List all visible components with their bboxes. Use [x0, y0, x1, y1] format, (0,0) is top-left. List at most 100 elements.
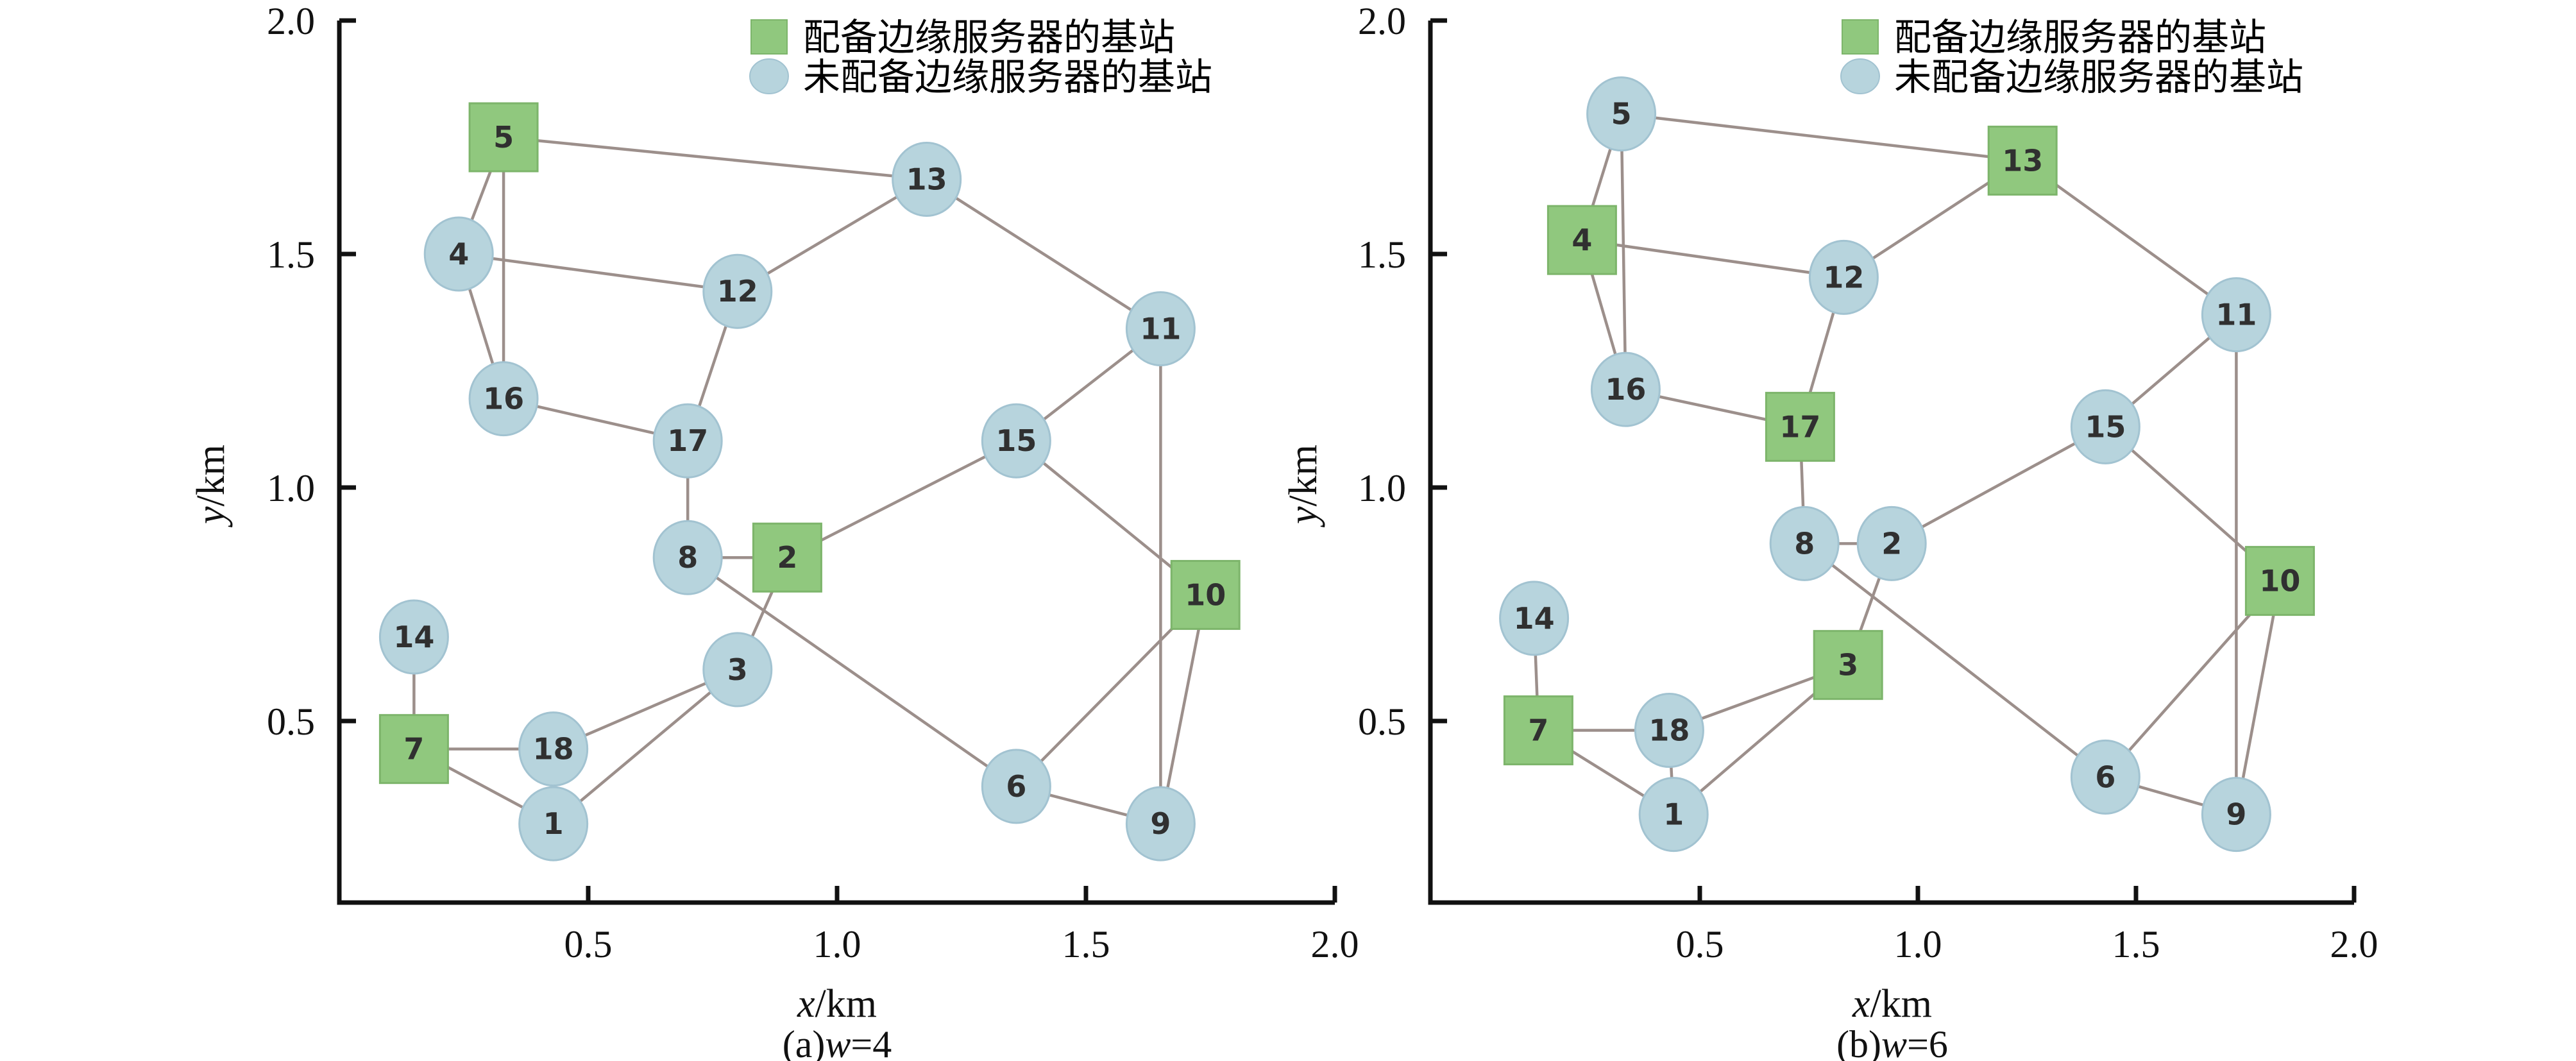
server-base-station-7 — [378, 714, 449, 785]
edge-2-15 — [1891, 425, 2106, 545]
node-label-6: 6 — [2095, 760, 2115, 794]
node-label-2: 2 — [1881, 526, 1902, 561]
server-base-station-13 — [1987, 125, 2058, 196]
edge-12-13 — [736, 178, 928, 293]
node-label-10: 10 — [2259, 564, 2300, 598]
y-axis-title-a: y/km — [189, 445, 233, 528]
node-label-16: 16 — [483, 382, 524, 416]
legend-panel-b: 配备边缘服务器的基站 未配备边缘服务器的基站 — [1840, 17, 2303, 98]
node-label-14: 14 — [1514, 601, 1555, 636]
y-tick-label: 1.0 — [267, 467, 315, 509]
legend-server-label: 配备边缘服务器的基站 — [803, 17, 1175, 58]
base-station-15 — [981, 403, 1051, 479]
node-label-10: 10 — [1185, 577, 1226, 612]
base-station-11 — [1125, 291, 1196, 366]
node-label-2: 2 — [777, 540, 797, 575]
x-tick-label: 0.5 — [564, 923, 613, 965]
x-tick-label: 1.0 — [1894, 923, 1942, 965]
y-tick-label: 1.5 — [1358, 233, 1406, 276]
server-base-station-3 — [1813, 630, 1883, 700]
x-axis-title-a: x/km — [797, 982, 877, 1026]
x-tick-label: 2.0 — [2330, 923, 2378, 965]
base-station-14 — [1499, 581, 1570, 656]
server-base-station-17 — [1765, 391, 1835, 462]
edge-2-15 — [786, 439, 1017, 559]
server-base-station-7 — [1503, 695, 1573, 766]
node-label-4: 4 — [448, 237, 469, 271]
edge-10-9 — [2235, 581, 2282, 815]
node-label-5: 5 — [1611, 97, 1632, 132]
edge-4-12 — [1582, 238, 1844, 279]
panel-b-graph: 0.5 1.0 1.5 2.00.51.01.52.01234567891011121… — [1358, 0, 2378, 965]
node-label-1: 1 — [1663, 797, 1684, 832]
panel-a-graph: 0.5 1.0 1.5 2.00.51.01.52.01234567891011121… — [267, 0, 1359, 965]
server-base-station-10 — [1170, 559, 1241, 630]
x-tick-label: 1.5 — [1062, 923, 1110, 965]
base-station-16 — [468, 361, 539, 437]
x-tick-label: 1.0 — [813, 923, 861, 965]
node-label-7: 7 — [1528, 713, 1548, 748]
x-axis-title-b: x/km — [1852, 982, 1932, 1026]
base-station-2 — [1856, 505, 1927, 581]
x-tick-label: 0.5 — [1676, 923, 1724, 965]
edge-8-6 — [686, 556, 1017, 788]
legend-station-swatch-icon — [749, 58, 789, 94]
legend-station-swatch-icon — [1840, 58, 1880, 94]
node-label-11: 11 — [1140, 311, 1181, 346]
server-base-station-2 — [752, 522, 822, 593]
node-label-17: 17 — [1779, 409, 1820, 444]
base-station-18 — [518, 711, 589, 787]
base-station-13 — [892, 142, 962, 217]
node-label-9: 9 — [1150, 806, 1171, 841]
y-tick-label: 0.5 — [267, 700, 315, 743]
base-station-11 — [2201, 277, 2271, 353]
node-label-16: 16 — [1605, 372, 1646, 407]
node-label-11: 11 — [2216, 298, 2257, 332]
base-station-4 — [423, 216, 494, 292]
y-tick-label: 2.0 — [267, 0, 315, 42]
base-station-6 — [2070, 739, 2140, 815]
base-station-6 — [981, 749, 1051, 824]
x-tick-label: 2.0 — [1311, 923, 1359, 965]
node-label-13: 13 — [2002, 143, 2043, 178]
edge-10-9 — [1159, 595, 1207, 824]
node-label-18: 18 — [1648, 713, 1690, 748]
node-label-3: 3 — [1838, 648, 1858, 683]
node-label-1: 1 — [543, 806, 564, 841]
edge-8-6 — [1803, 542, 2106, 779]
base-station-18 — [1634, 693, 1704, 768]
base-station-9 — [1125, 786, 1196, 862]
node-label-4: 4 — [1572, 223, 1592, 257]
base-station-9 — [2201, 777, 2271, 853]
base-station-17 — [652, 403, 723, 479]
node-label-8: 8 — [1794, 526, 1815, 561]
node-label-12: 12 — [717, 274, 758, 309]
edge-13-11 — [2021, 159, 2237, 316]
y-tick-label: 1.0 — [1358, 467, 1406, 509]
legend-no-server-label: 未配备边缘服务器的基站 — [1894, 56, 2303, 98]
edge-5-16 — [1620, 114, 1627, 390]
node-label-13: 13 — [906, 162, 947, 197]
node-label-5: 5 — [493, 120, 514, 155]
legend-server-swatch-icon — [1842, 19, 1879, 55]
node-label-3: 3 — [727, 652, 748, 687]
node-label-8: 8 — [677, 540, 698, 575]
edge-5-13 — [503, 135, 927, 181]
edge-4-12 — [458, 252, 738, 293]
y-tick-label: 1.5 — [267, 233, 315, 276]
server-base-station-4 — [1546, 205, 1617, 275]
y-tick-label: 2.0 — [1358, 0, 1406, 42]
base-station-5 — [1586, 76, 1657, 152]
legend-server-swatch-icon — [750, 19, 788, 55]
edge-13-11 — [926, 178, 1162, 330]
base-station-16 — [1590, 352, 1661, 427]
caption-panel-b: (b)w=6 — [1836, 1023, 1948, 1061]
node-label-12: 12 — [1823, 260, 1864, 294]
y-axis-title-b: y/km — [1282, 445, 1325, 528]
base-station-12 — [1808, 239, 1879, 315]
x-tick-label: 1.5 — [2112, 923, 2160, 965]
y-tick-label: 0.5 — [1358, 700, 1406, 743]
base-station-15 — [2070, 389, 2140, 464]
